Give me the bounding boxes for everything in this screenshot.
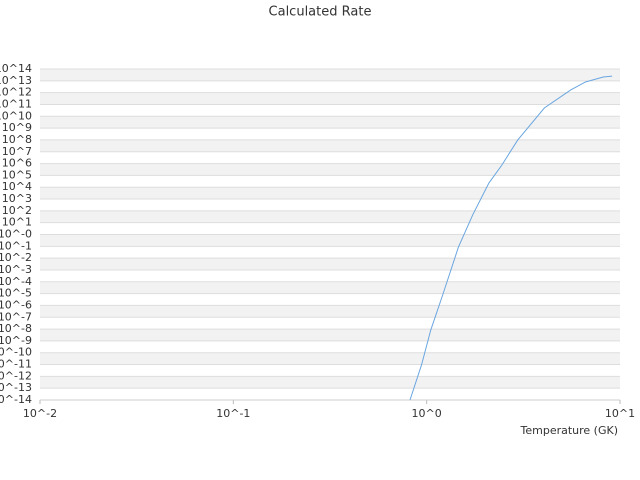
y-tick-label: 10^-11 bbox=[0, 358, 32, 371]
y-tick-label: 10^7 bbox=[2, 145, 32, 158]
grid-band bbox=[40, 69, 620, 81]
grid-band bbox=[40, 187, 620, 200]
grid-band bbox=[40, 234, 620, 247]
y-tick-label: 10^11 bbox=[0, 97, 32, 110]
y-tick-label: 10^13 bbox=[0, 74, 32, 87]
x-tick-label: 10^1 bbox=[605, 407, 635, 420]
y-tick-label: 10^10 bbox=[0, 109, 32, 122]
y-tick-label: 10^1 bbox=[2, 216, 32, 229]
y-tick-label: 10^-7 bbox=[0, 310, 32, 323]
y-tick-label: 10^12 bbox=[0, 86, 32, 99]
y-tick-label: 10^-5 bbox=[0, 287, 32, 300]
y-tick-label: 10^-12 bbox=[0, 369, 32, 382]
y-tick-label: 10^-3 bbox=[0, 263, 32, 276]
y-tick-label: 10^-13 bbox=[0, 381, 32, 394]
y-tick-label: 10^8 bbox=[2, 133, 32, 146]
y-tick-label: 10^6 bbox=[2, 157, 32, 170]
y-tick-label: 10^-14 bbox=[0, 393, 32, 406]
grid-band bbox=[40, 352, 620, 365]
y-tick-label: 10^5 bbox=[2, 168, 32, 181]
y-tick-label: 10^-6 bbox=[0, 298, 32, 311]
data-line bbox=[409, 75, 613, 401]
grid-band bbox=[40, 92, 620, 105]
grid-band bbox=[40, 258, 620, 270]
grid-band bbox=[40, 163, 620, 176]
y-tick-label: 10^4 bbox=[2, 180, 32, 193]
y-tick-label: 10^-9 bbox=[0, 334, 32, 347]
y-tick-label: 10^-4 bbox=[0, 275, 32, 288]
y-tick-label: 10^-8 bbox=[0, 322, 32, 335]
chart-title: Calculated Rate bbox=[269, 5, 372, 20]
y-tick-label: 10^-0 bbox=[0, 228, 32, 241]
grid-band bbox=[40, 376, 620, 389]
grid-band bbox=[40, 139, 620, 152]
x-tick-label: 10^-1 bbox=[216, 407, 250, 420]
x-axis-label: Temperature (GK) bbox=[520, 424, 619, 437]
x-tick-label: 10^-2 bbox=[23, 407, 57, 420]
grid-band bbox=[40, 116, 620, 129]
y-tick-label: 10^9 bbox=[2, 121, 32, 134]
y-tick-label: 10^3 bbox=[2, 192, 32, 205]
grid-band bbox=[40, 305, 620, 318]
y-tick-label: 10^-2 bbox=[0, 251, 32, 264]
grid-band bbox=[40, 329, 620, 341]
grid-band bbox=[40, 281, 620, 294]
x-tick-label: 10^0 bbox=[412, 407, 442, 420]
y-tick-label: 10^-10 bbox=[0, 346, 32, 359]
y-tick-label: 10^14 bbox=[0, 62, 32, 75]
grid-band bbox=[40, 210, 620, 223]
y-tick-label: 10^2 bbox=[2, 204, 32, 217]
y-tick-label: 10^-1 bbox=[0, 239, 32, 252]
